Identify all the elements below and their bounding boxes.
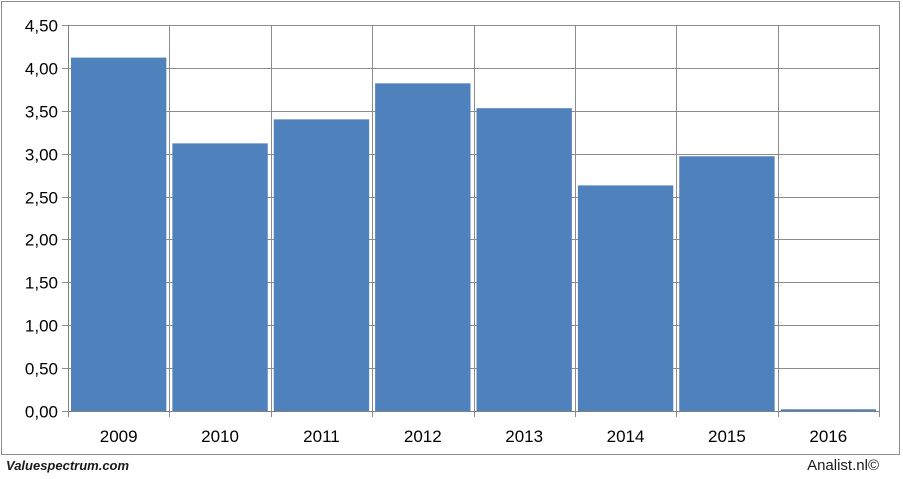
bar-2016 [780, 409, 876, 411]
x-tick-label: 2016 [809, 427, 847, 446]
x-tick-label: 2013 [505, 427, 543, 446]
y-tick-label: 4,00 [25, 60, 58, 79]
y-tick-label: 2,00 [25, 231, 58, 250]
x-tick-label: 2015 [708, 427, 746, 446]
bar-chart: 0,00 0,50 1,00 1,50 2,00 2,50 3,00 3,50 4,00 4,50… [25, 17, 880, 446]
bar-2009 [71, 57, 167, 412]
y-tick-label: 1,50 [25, 274, 58, 293]
x-tick-label: 2014 [607, 427, 645, 446]
bar-2015 [679, 156, 775, 411]
x-tick-label: 2012 [404, 427, 442, 446]
bar-2013 [476, 108, 572, 412]
y-tick-label: 0,50 [25, 360, 58, 379]
chart-frame: 0,00 0,50 1,00 1,50 2,00 2,50 3,00 3,50 4,00 4,50… [1, 1, 900, 455]
y-tick-label: 0,00 [25, 403, 58, 422]
bar-2012 [375, 83, 471, 411]
source-label: Valuespectrum.com [6, 458, 130, 473]
y-tick-label: 3,00 [25, 146, 58, 165]
y-tick-label: 2,50 [25, 189, 58, 208]
y-tick-label: 3,50 [25, 103, 58, 122]
x-tick-label: 2010 [201, 427, 239, 446]
y-tick-label: 1,00 [25, 317, 58, 336]
y-tick-label: 4,50 [25, 17, 58, 36]
x-tick-label: 2009 [100, 427, 138, 446]
copyright-label: Analist.nl© [807, 457, 879, 474]
x-tick-label: 2011 [303, 427, 340, 446]
bar-2011 [273, 119, 370, 411]
bar-2014 [577, 185, 674, 411]
bar-2010 [172, 143, 268, 411]
